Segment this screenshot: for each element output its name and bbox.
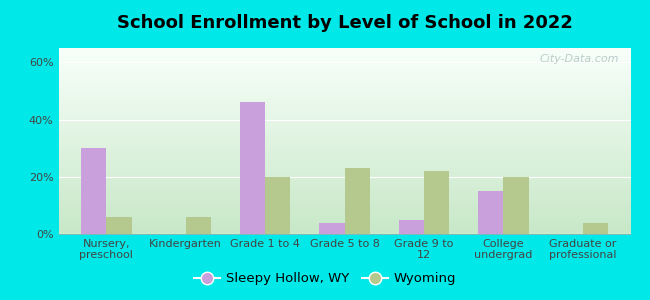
Bar xyxy=(344,168,370,234)
Bar xyxy=(186,217,211,234)
Title: School Enrollment by Level of School in 2022: School Enrollment by Level of School in … xyxy=(116,14,573,32)
Text: City-Data.com: City-Data.com xyxy=(540,54,619,64)
Bar xyxy=(478,191,503,234)
Bar xyxy=(106,217,131,234)
Bar xyxy=(81,148,106,234)
Bar xyxy=(319,223,344,234)
Bar xyxy=(265,177,291,234)
Bar xyxy=(583,223,608,234)
Legend: Sleepy Hollow, WY, Wyoming: Sleepy Hollow, WY, Wyoming xyxy=(188,267,462,290)
Bar xyxy=(240,102,265,234)
Bar xyxy=(424,171,449,234)
Bar xyxy=(503,177,529,234)
Bar xyxy=(398,220,424,234)
